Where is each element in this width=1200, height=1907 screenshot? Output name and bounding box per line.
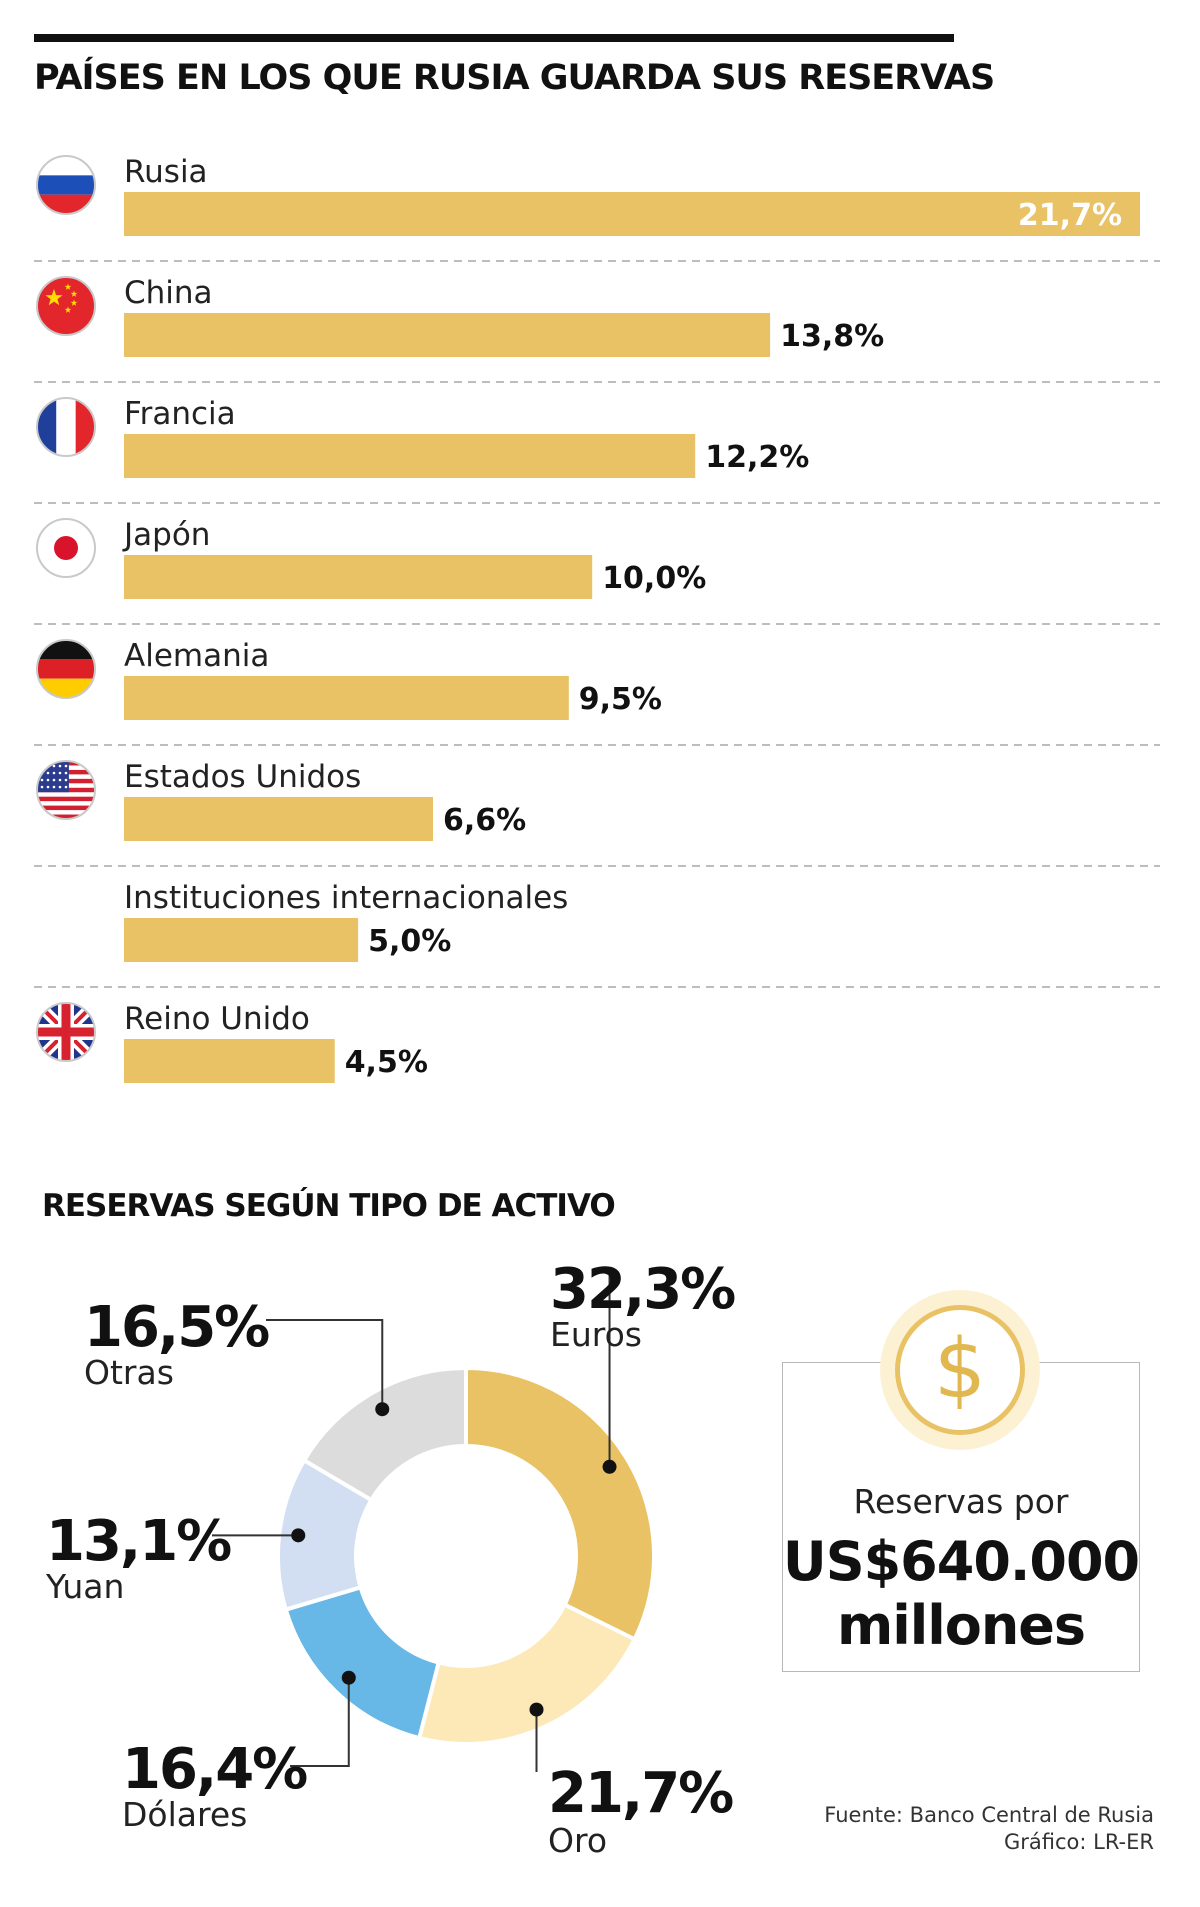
- donut-slice: [464, 1365, 656, 1642]
- bar-chart: Rusia 21,7% China 13,8% Francia 12,2% Japón 10,…: [34, 154, 1160, 1083]
- source-note: Fuente: Banco Central de Rusia Gráfico: …: [824, 1802, 1154, 1856]
- bar-row: Instituciones internacionales 5,0%: [34, 880, 1160, 988]
- value-label: 21,7%: [1018, 198, 1122, 233]
- value-label: 9,5%: [579, 682, 662, 717]
- slice-value-label: 16,5%: [84, 1295, 269, 1360]
- bar: [124, 434, 696, 478]
- donut-slice: [416, 1602, 638, 1746]
- bar: [124, 918, 359, 962]
- coin-inner: $: [895, 1305, 1025, 1435]
- source-line: Fuente: Banco Central de Rusia: [824, 1803, 1154, 1827]
- donut-slice: [301, 1365, 468, 1503]
- dollar-coin-icon: $: [880, 1290, 1040, 1450]
- uk-flag-icon: [36, 1002, 96, 1062]
- bar-chart-rows: Rusia 21,7% China 13,8% Francia 12,2% Japón 10,…: [34, 154, 1160, 1083]
- slice-name-label: Oro: [548, 1821, 607, 1860]
- donut-chart-title: RESERVAS SEGÚN TIPO DE ACTIVO: [42, 1188, 616, 1224]
- bar: [124, 676, 569, 720]
- usa-flag-icon: [36, 760, 96, 820]
- bar-row: Reino Unido 4,5%: [36, 1001, 428, 1083]
- top-rule: [34, 34, 954, 42]
- leader-line: [290, 1677, 350, 1767]
- slice-name-label: Euros: [550, 1315, 642, 1354]
- leader-dot: [291, 1528, 306, 1543]
- france-flag-icon: [36, 397, 96, 457]
- slice-name-label: Yuan: [45, 1567, 124, 1606]
- value-label: 5,0%: [368, 924, 451, 959]
- russia-flag-icon: [36, 155, 96, 215]
- total-value: US$640.000 millones: [782, 1530, 1140, 1658]
- value-label: 4,5%: [345, 1045, 428, 1080]
- dollar-sign-icon: $: [933, 1322, 987, 1417]
- bar: [124, 797, 433, 841]
- category-label: Japón: [122, 517, 210, 553]
- value-label: 10,0%: [602, 561, 706, 596]
- category-label: Reino Unido: [124, 1001, 310, 1037]
- slice-value-label: 32,3%: [550, 1257, 735, 1322]
- slice-name-label: Dólares: [122, 1795, 247, 1834]
- category-label: Estados Unidos: [124, 759, 361, 795]
- bar: [124, 313, 771, 357]
- slice-value-label: 16,4%: [122, 1737, 307, 1802]
- slice-value-label: 21,7%: [548, 1761, 733, 1826]
- japan-flag-icon: [36, 518, 96, 578]
- bar: [124, 1039, 335, 1083]
- bar-row: Japón 10,0%: [34, 517, 1160, 625]
- bar-row: Rusia 21,7%: [34, 154, 1160, 262]
- category-label: Instituciones internacionales: [124, 880, 568, 916]
- category-label: Francia: [124, 396, 236, 432]
- slice-name-label: Otras: [84, 1353, 174, 1392]
- category-label: China: [124, 275, 213, 311]
- bar: [124, 192, 1140, 236]
- bar: [124, 555, 593, 599]
- category-label: Alemania: [124, 638, 269, 674]
- bar-row: Estados Unidos 6,6%: [34, 759, 1160, 867]
- germany-flag-icon: [36, 639, 96, 699]
- total-value-amount: US$640.000: [782, 1530, 1140, 1593]
- bar-row: Francia 12,2%: [34, 396, 1160, 504]
- leader-dot: [341, 1670, 356, 1685]
- donut-slice: [283, 1584, 442, 1741]
- total-label: Reservas por: [853, 1482, 1069, 1521]
- leader-line: [266, 1319, 384, 1410]
- slice-value-label: 13,1%: [46, 1509, 231, 1574]
- donut-chart-slices: 32,3%Euros 21,7%Oro 16,4%Dólares 13,1%Yuan 1…: [45, 1257, 737, 1860]
- bar-row: Alemania 9,5%: [34, 638, 1160, 746]
- china-flag-icon: [36, 276, 96, 336]
- credit-line: Gráfico: LR-ER: [1003, 1830, 1154, 1854]
- value-label: 6,6%: [443, 803, 526, 838]
- value-label: 12,2%: [705, 440, 809, 475]
- category-label: Rusia: [124, 154, 208, 190]
- leader-dot: [602, 1459, 617, 1474]
- bar-row: China 13,8%: [34, 275, 1160, 383]
- leader-dot: [529, 1702, 544, 1717]
- total-value-unit: millones: [836, 1594, 1086, 1657]
- bar-chart-title: PAÍSES EN LOS QUE RUSIA GUARDA SUS RESER…: [34, 58, 995, 98]
- value-label: 13,8%: [780, 319, 884, 354]
- leader-dot: [375, 1402, 390, 1417]
